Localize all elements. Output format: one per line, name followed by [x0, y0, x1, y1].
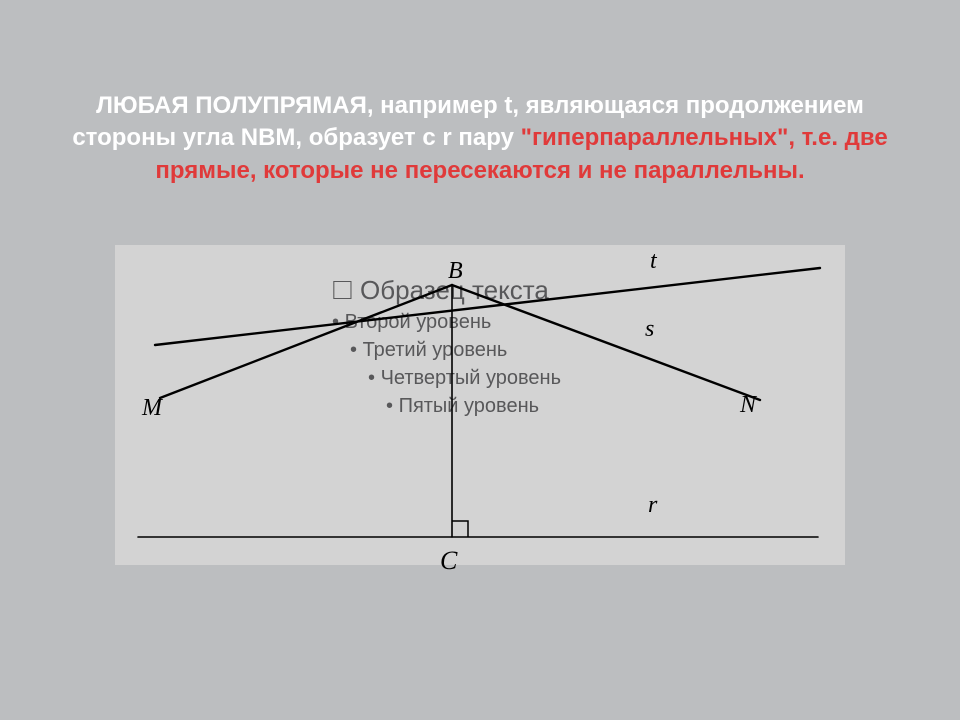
- label-s: s: [645, 316, 654, 343]
- placeholder-item: Пятый уровень: [386, 392, 561, 420]
- label-M: M: [142, 395, 162, 422]
- label-t: t: [650, 248, 657, 275]
- label-C: C: [440, 546, 457, 576]
- text-placeholder: 🞎 Образец текста Второй уровень Третий у…: [332, 272, 561, 420]
- title-line1: ЛЮБАЯ ПОЛУПРЯМАЯ, например t, являющаяся…: [60, 90, 900, 122]
- placeholder-item: Второй уровень: [332, 308, 561, 336]
- label-N: N: [740, 392, 756, 419]
- title-line2-prefix: стороны угла NBM, образует с r пару: [72, 124, 520, 151]
- placeholder-main: 🞎 Образец текста: [332, 272, 561, 308]
- placeholder-item: Третий уровень: [350, 336, 561, 364]
- slide: ЛЮБАЯ ПОЛУПРЯМАЯ, например t, являющаяся…: [0, 0, 960, 720]
- label-r: r: [648, 492, 657, 519]
- title-line2: стороны угла NBM, образует с r пару "гип…: [60, 122, 900, 187]
- placeholder-item: Четвертый уровень: [368, 364, 561, 392]
- placeholder-broken-glyph: 🞎: [332, 275, 353, 305]
- placeholder-sublist: Второй уровень Третий уровень Четвертый …: [332, 308, 561, 420]
- title-block: ЛЮБАЯ ПОЛУПРЯМАЯ, например t, являющаяся…: [60, 90, 900, 187]
- label-B: B: [448, 258, 463, 285]
